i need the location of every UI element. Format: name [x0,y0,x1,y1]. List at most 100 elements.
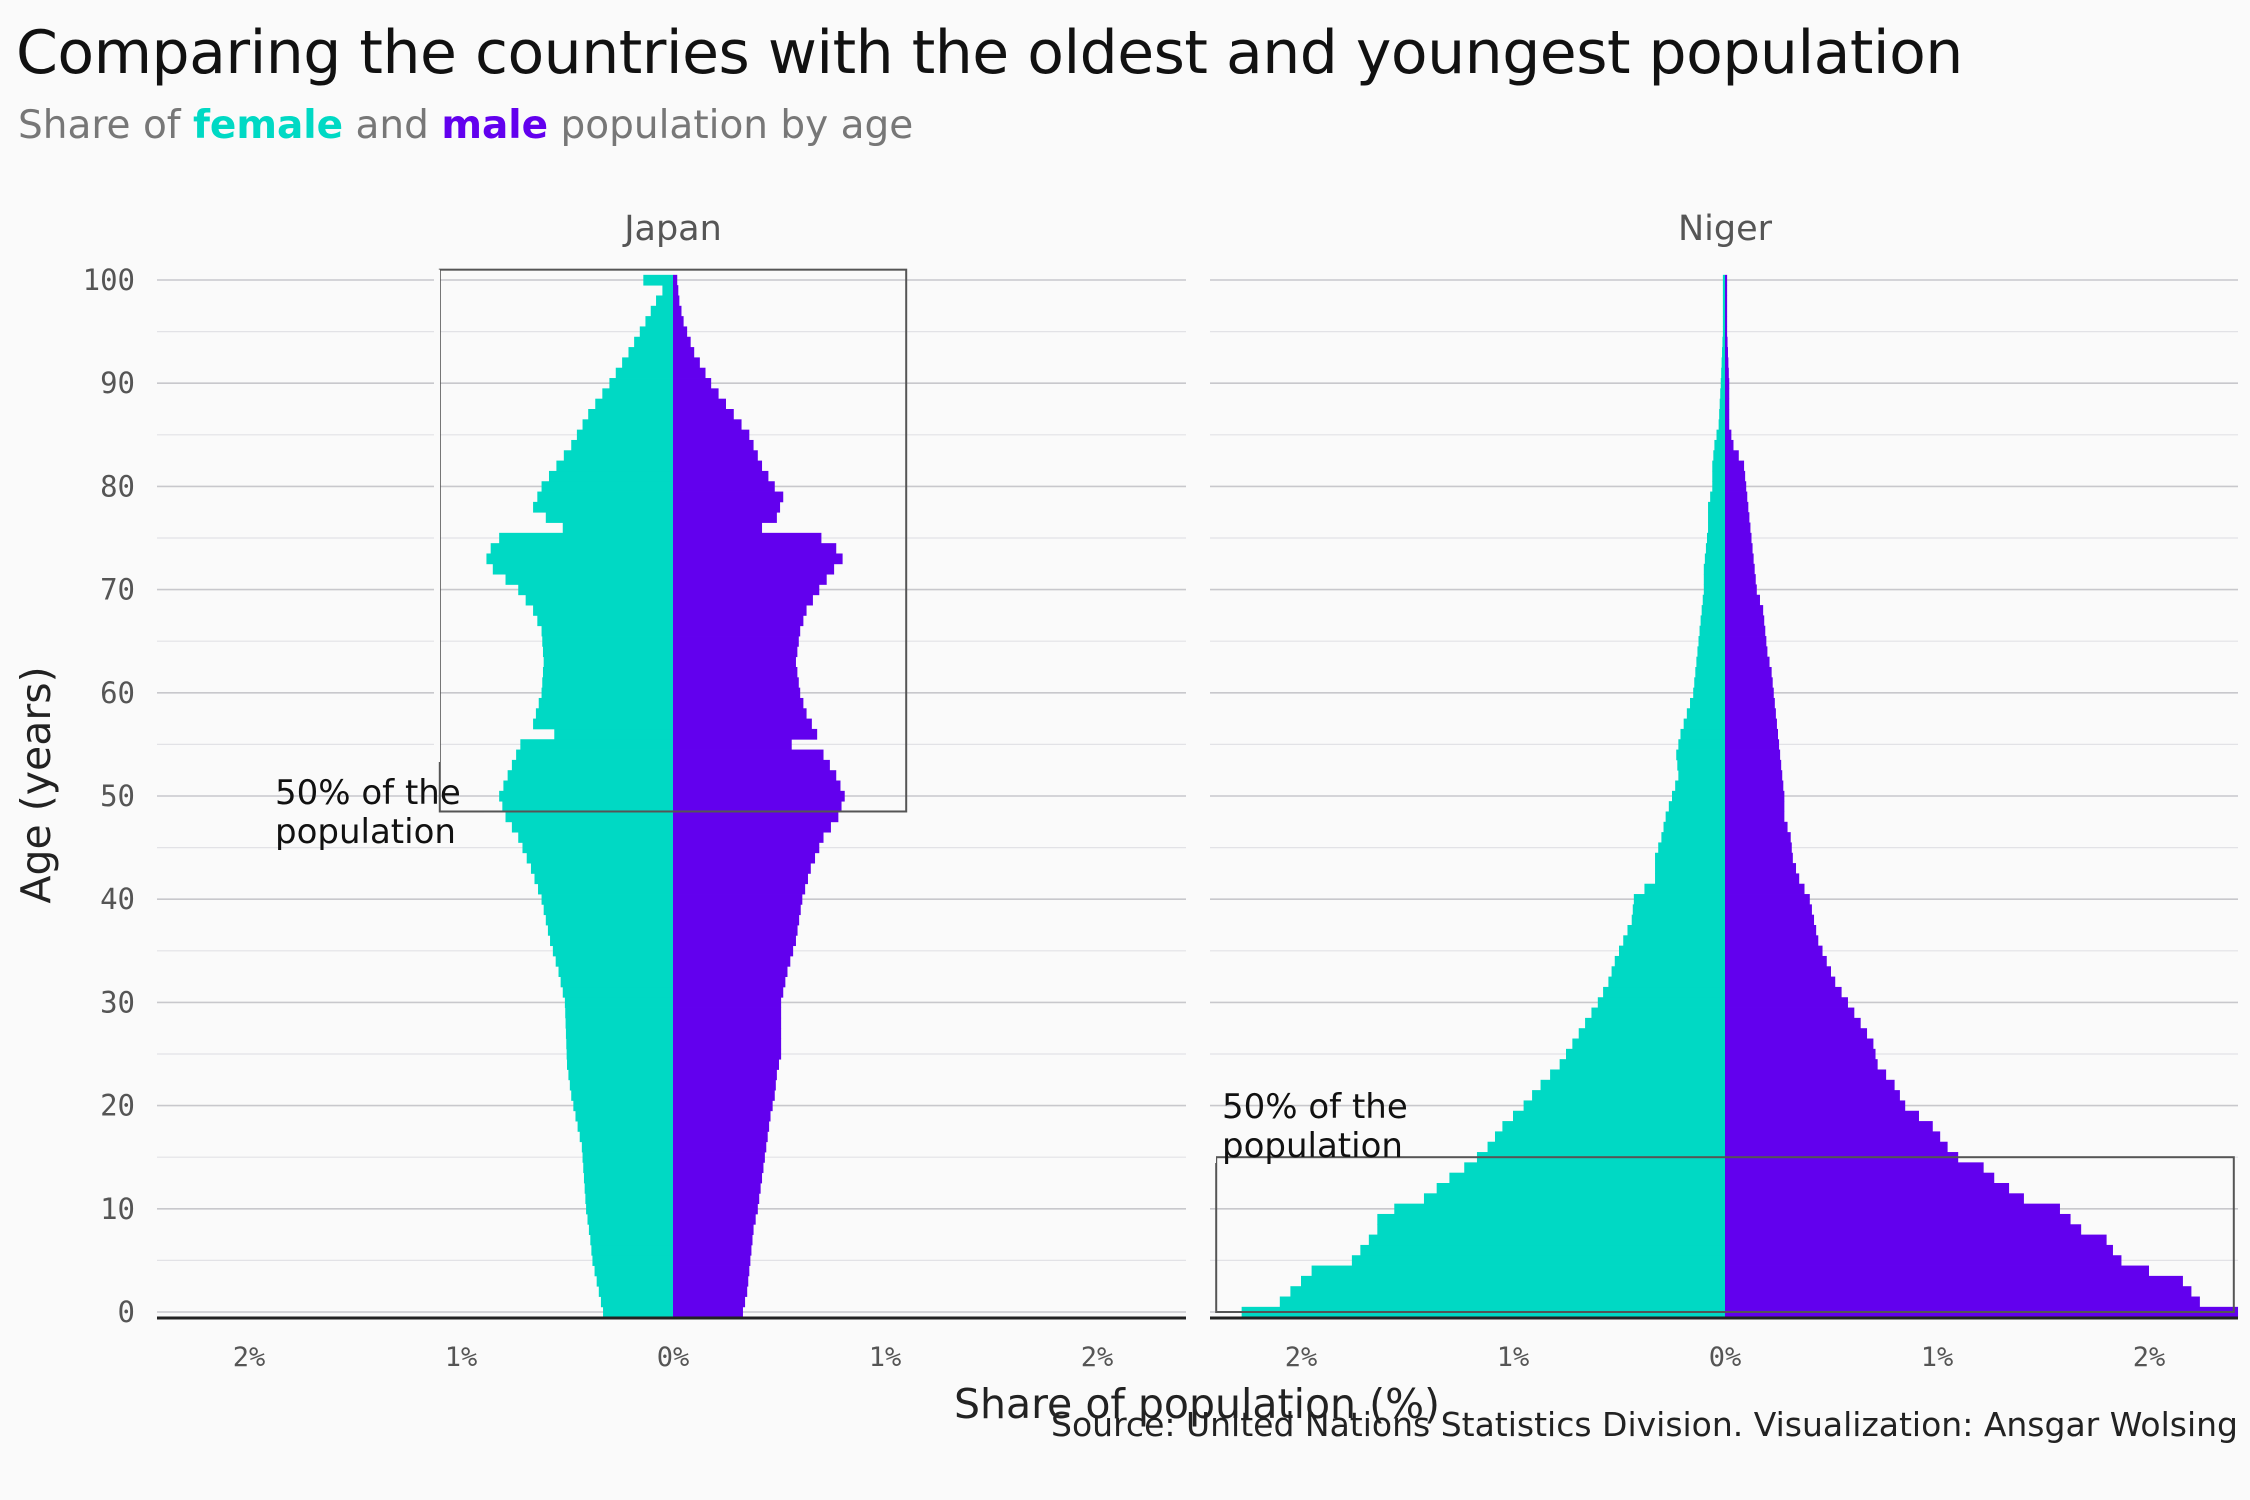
female-bar [1513,1110,1725,1122]
male-bar [673,378,712,389]
male-bar [1725,811,1785,823]
male-bar [673,357,700,369]
female-bar [1611,966,1725,977]
male-bar [1725,1028,1868,1039]
male-bar [673,336,691,348]
female-bar [1614,955,1725,967]
female-bar [576,429,673,441]
female-bar [639,326,673,338]
male-bar [673,1141,767,1153]
male-bar [673,1028,782,1039]
male-bar [673,873,808,885]
male-bar [1725,935,1819,947]
male-bar [1725,1131,1941,1143]
female-bar [588,409,673,420]
annotation-label-line1: 50% of the [1222,1087,1408,1127]
male-bar [1725,677,1773,689]
female-bar [1360,1244,1725,1256]
female-bar [541,625,673,637]
male-bar [1725,656,1770,668]
male-bar [1725,997,1848,1008]
male-bar [673,1213,756,1225]
male-bar [673,904,801,916]
female-bar [565,1028,673,1039]
female-bar [582,419,673,431]
female-bar [656,295,673,307]
male-bar [673,1244,752,1256]
y-tick-label: 30 [100,985,135,1019]
female-bar [1716,429,1725,441]
male-bar [673,1203,758,1215]
male-bar [1725,1275,2183,1287]
annotation-label-line1: 50% of the [275,773,461,813]
male-bar [1725,1224,2082,1235]
female-bar [1722,316,1725,327]
y-tick-label: 50 [100,779,135,813]
female-bar [1722,285,1725,296]
female-bar [1719,409,1725,420]
female-bar [518,584,673,596]
female-bar [1721,367,1725,379]
male-bar [1725,904,1812,916]
male-bar [1725,894,1810,905]
male-bar [1725,728,1778,740]
male-bar [673,481,775,492]
male-bar [673,367,706,379]
female-bar [603,1306,673,1318]
y-tick-label: 0 [118,1295,135,1329]
male-bar [1725,1265,2149,1277]
female-bar [542,677,673,689]
female-bar [583,1162,673,1174]
female-bar [541,687,673,699]
female-bar [1655,852,1725,864]
female-bar [1718,419,1725,431]
female-bar [552,945,673,957]
female-bar [1693,687,1725,699]
female-bar [556,460,673,472]
male-bar [1725,512,1750,523]
male-bar [673,656,796,668]
male-bar [673,739,792,750]
female-bar [1701,605,1725,616]
male-bar [1725,697,1775,709]
female-bar [560,976,673,988]
male-bar [673,398,726,410]
female-bar [1449,1172,1725,1184]
female-bar [575,1110,673,1122]
male-bar [673,605,807,616]
male-bar [1725,1038,1874,1050]
male-bar [673,305,682,317]
y-tick-label: 20 [100,1089,135,1123]
x-tick-label: 0% [1709,1342,1742,1373]
female-bar [533,501,673,513]
female-bar [542,667,673,678]
male-bar [673,821,831,833]
y-tick-label: 90 [100,366,135,400]
male-bar [1725,739,1780,750]
annotation-box [1215,1156,2235,1313]
female-bar [525,594,673,606]
male-bar [1725,1121,1933,1132]
female-bar [522,842,673,854]
male-bar [1725,1172,1995,1184]
male-bar [1725,574,1756,585]
male-bar [1725,481,1747,492]
female-bar [595,398,673,410]
female-bar [1683,718,1725,730]
male-bar [673,419,742,431]
female-bar [1532,1090,1725,1101]
female-bar [1703,563,1725,575]
male-bar [1725,966,1831,977]
male-bar [1725,780,1784,792]
x-tick-label: 1% [869,1342,902,1373]
male-bar [1725,439,1734,451]
x-tick-label: 1% [1497,1342,1530,1373]
male-bar [673,986,784,998]
female-bar [530,863,673,874]
male-bar [673,512,777,523]
male-bar [673,285,679,296]
female-bar [545,512,673,523]
female-bar [609,378,673,389]
male-bar [673,718,812,730]
male-bar [1725,1162,1984,1174]
